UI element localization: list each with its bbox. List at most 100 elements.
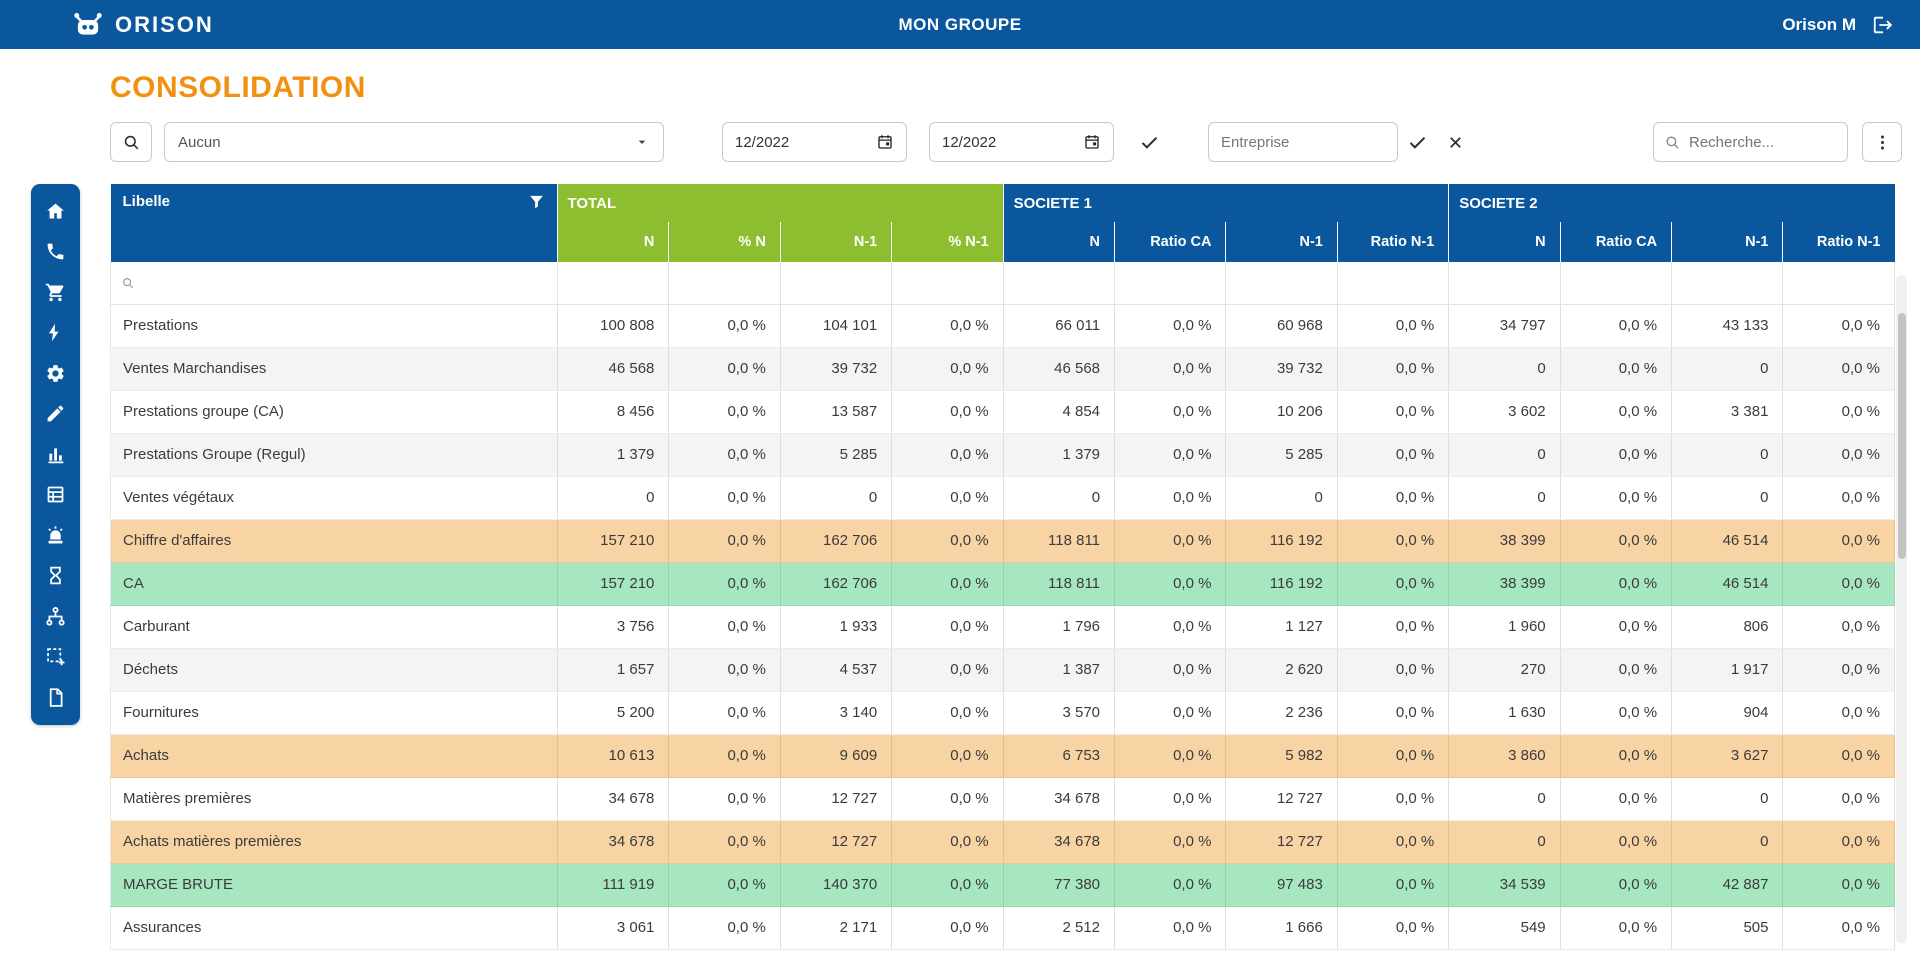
table-row[interactable]: Déchets 1 657 0,0 % 4 537 0,0 % 1 387 0,0 % 2 6… <box>110 648 1895 692</box>
scrollbar-thumb[interactable] <box>1897 313 1906 559</box>
row-value: 0,0 % <box>1337 863 1450 907</box>
row-value: 0,0 % <box>891 347 1004 391</box>
period-from-input[interactable] <box>735 133 845 151</box>
row-value: 38 399 <box>1448 519 1561 563</box>
apply-entreprise-button[interactable] <box>1398 122 1436 162</box>
row-value: 0,0 % <box>1337 691 1450 735</box>
table-row[interactable]: Chiffre d'affaires 157 210 0,0 % 162 706 0,0… <box>110 519 1895 563</box>
row-value: 0,0 % <box>668 906 781 950</box>
phone-nav-button[interactable] <box>31 232 80 273</box>
advanced-search-button[interactable] <box>110 122 152 162</box>
clear-entreprise-button[interactable] <box>1436 122 1474 162</box>
table-scrollbar[interactable] <box>1896 275 1907 943</box>
table-row[interactable]: CA 157 210 0,0 % 162 706 0,0 % 118 811 0,0 % 11… <box>110 562 1895 606</box>
planning-nav-button[interactable] <box>31 475 80 516</box>
column-header: N-1 <box>779 222 892 262</box>
pencil-nav-button[interactable] <box>31 394 80 435</box>
check-icon <box>1409 136 1425 149</box>
libelle-filter-input[interactable] <box>141 274 547 291</box>
period-to-input[interactable] <box>942 133 1052 151</box>
table-row[interactable]: Matières premières 34 678 0,0 % 12 727 0,0 %… <box>110 777 1895 821</box>
table-row[interactable]: Achats matières premières 34 678 0,0 % 12 7… <box>110 820 1895 864</box>
table-row[interactable]: Assurances 3 061 0,0 % 2 171 0,0 % 2 512 0,0 %… <box>110 906 1895 950</box>
user-menu[interactable]: Orison M <box>1782 14 1856 34</box>
close-icon <box>1449 136 1461 148</box>
row-value: 0,0 % <box>1782 648 1895 692</box>
row-value: 0,0 % <box>891 820 1004 864</box>
cart-icon <box>45 283 64 301</box>
row-value: 0,0 % <box>1337 304 1450 348</box>
period-to-field[interactable] <box>929 122 1114 162</box>
row-value: 0,0 % <box>1782 433 1895 477</box>
column-header: N-1 <box>1671 222 1783 262</box>
row-value: 34 539 <box>1448 863 1561 907</box>
row-value: 0,0 % <box>891 906 1004 950</box>
table-row[interactable]: Achats 10 613 0,0 % 9 609 0,0 % 6 753 0,0 % 5 9… <box>110 734 1895 778</box>
document-icon <box>49 688 63 707</box>
table-row[interactable]: Fournitures 5 200 0,0 % 3 140 0,0 % 3 570 0,0 … <box>110 691 1895 735</box>
row-value: 0,0 % <box>668 691 781 735</box>
cart-nav-button[interactable] <box>31 272 80 313</box>
table-row[interactable]: Prestations 100 808 0,0 % 104 101 0,0 % 66 01… <box>110 304 1895 348</box>
kebab-menu-icon <box>1880 134 1884 150</box>
pencil-icon <box>47 405 64 422</box>
row-label: Achats matières premières <box>110 820 558 864</box>
row-value: 0,0 % <box>1114 734 1227 778</box>
row-label: Fournitures <box>110 691 558 735</box>
row-value: 270 <box>1448 648 1561 692</box>
row-value: 1 796 <box>1003 605 1116 649</box>
row-value: 904 <box>1671 691 1784 735</box>
row-value: 0,0 % <box>891 734 1004 778</box>
period-from-field[interactable] <box>722 122 907 162</box>
entreprise-input[interactable] <box>1208 122 1398 162</box>
table-row[interactable]: Ventes végétaux 0 0,0 % 0 0,0 % 0 0,0 % 0 0,0 % 0… <box>110 476 1895 520</box>
home-icon <box>47 203 64 219</box>
consolidation-table: Libelle TOTAL SOCIETE 1 SOCIETE 2 N % N … <box>110 184 1895 950</box>
hourglass-nav-button[interactable] <box>31 556 80 597</box>
row-value: 0,0 % <box>1114 648 1227 692</box>
row-value: 2 171 <box>780 906 893 950</box>
row-value: 1 960 <box>1448 605 1561 649</box>
row-value: 0,0 % <box>1337 390 1450 434</box>
robot-logo-icon <box>74 13 102 35</box>
hourglass-icon <box>50 567 61 585</box>
bolt-nav-button[interactable] <box>31 313 80 354</box>
home-nav-button[interactable] <box>31 191 80 232</box>
apply-period-button[interactable] <box>1130 122 1168 162</box>
more-options-button[interactable] <box>1862 122 1902 162</box>
row-value: 0,0 % <box>891 605 1004 649</box>
table-row[interactable]: Prestations groupe (CA) 8 456 0,0 % 13 587 0… <box>110 390 1895 434</box>
search-field[interactable] <box>1653 122 1848 162</box>
group-header-societe-2: SOCIETE 2 <box>1448 184 1895 222</box>
logout-button[interactable] <box>1872 14 1894 36</box>
hierarchy-nav-button[interactable] <box>31 596 80 637</box>
planning-icon <box>47 486 64 503</box>
selection-nav-button[interactable] <box>31 637 80 678</box>
filter-icon[interactable] <box>528 193 545 210</box>
selection-icon <box>47 648 65 666</box>
gear-nav-button[interactable] <box>31 353 80 394</box>
scope-select[interactable]: Aucun <box>164 122 664 162</box>
column-header-libelle: Libelle <box>110 184 558 262</box>
alarm-icon <box>48 526 63 544</box>
table-row[interactable]: Ventes Marchandises 46 568 0,0 % 39 732 0,0 … <box>110 347 1895 391</box>
row-value: 0,0 % <box>668 820 781 864</box>
row-label: Ventes végétaux <box>110 476 558 520</box>
row-value: 0,0 % <box>1560 777 1673 821</box>
table-row[interactable]: Prestations Groupe (Regul) 1 379 0,0 % 5 28… <box>110 433 1895 477</box>
row-value: 505 <box>1671 906 1784 950</box>
row-value: 0,0 % <box>1782 906 1895 950</box>
bar-chart-nav-button[interactable] <box>31 434 80 475</box>
search-input[interactable] <box>1689 133 1837 151</box>
row-value: 12 727 <box>1225 820 1338 864</box>
row-value: 140 370 <box>780 863 893 907</box>
row-value: 12 727 <box>780 820 893 864</box>
alarm-nav-button[interactable] <box>31 515 80 556</box>
brand-name: ORISON <box>115 11 214 37</box>
table-row[interactable]: Carburant 3 756 0,0 % 1 933 0,0 % 1 796 0,0 % 1… <box>110 605 1895 649</box>
row-value: 0,0 % <box>1560 476 1673 520</box>
row-value: 0,0 % <box>1560 433 1673 477</box>
row-label: CA <box>110 562 558 606</box>
table-row[interactable]: MARGE BRUTE 111 919 0,0 % 140 370 0,0 % 77 38… <box>110 863 1895 907</box>
document-nav-button[interactable] <box>31 677 80 718</box>
